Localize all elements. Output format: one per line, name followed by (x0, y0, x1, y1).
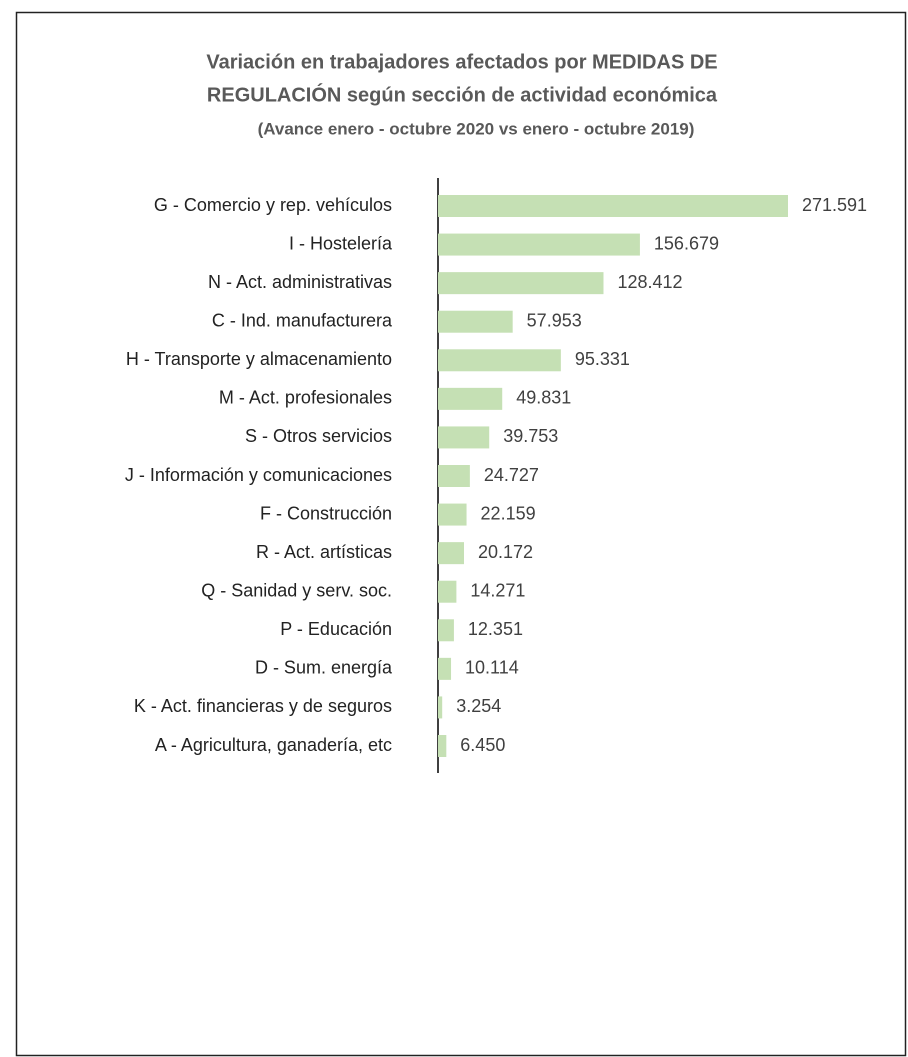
category-label: K - Act. financieras y de seguros (134, 696, 392, 716)
value-label: 6.450 (460, 735, 505, 755)
value-label: 57.953 (527, 310, 582, 330)
bar (438, 503, 467, 526)
chart-subtitle: (Avance enero - octubre 2020 vs enero - … (258, 119, 695, 138)
value-label: 271.591 (802, 195, 867, 215)
value-label: 22.159 (481, 503, 536, 523)
category-label: F - Construcción (260, 503, 392, 523)
value-label: 10.114 (465, 658, 519, 678)
category-label: S - Otros servicios (245, 426, 392, 446)
bar (438, 387, 503, 410)
bar (438, 272, 604, 295)
bar (438, 426, 490, 449)
category-label: M - Act. profesionales (219, 388, 392, 408)
value-label: 49.831 (516, 388, 571, 408)
bar (438, 542, 464, 565)
category-label: A - Agricultura, ganadería, etc (155, 735, 392, 755)
chart-title: REGULACIÓN según sección de actividad ec… (207, 82, 718, 106)
bar (438, 657, 452, 680)
value-label: 156.679 (654, 233, 719, 253)
category-label: I - Hostelería (289, 233, 393, 253)
category-label: P - Educación (280, 619, 392, 639)
bar (438, 195, 788, 217)
category-label: R - Act. artísticas (256, 542, 392, 562)
value-label: 12.351 (468, 619, 523, 639)
value-label: 128.412 (617, 272, 682, 292)
value-label: 3.254 (456, 696, 501, 716)
category-label: Q - Sanidad y serv. soc. (201, 580, 392, 600)
category-label: D - Sum. energía (255, 658, 393, 678)
category-label: C - Ind. manufacturera (212, 310, 393, 330)
chart-title: Variación en trabajadores afectados por … (206, 51, 717, 73)
value-label: 14.271 (470, 580, 525, 600)
category-label: N - Act. administrativas (208, 272, 392, 292)
bar (438, 233, 640, 256)
category-label: H - Transporte y almacenamiento (126, 349, 392, 369)
bar (438, 310, 513, 333)
value-label: 20.172 (478, 542, 533, 562)
chart-frame (15, 11, 907, 1057)
value-label: 24.727 (484, 465, 539, 485)
value-label: 95.331 (575, 349, 630, 369)
bar (438, 465, 470, 487)
bar (438, 735, 447, 757)
bar (438, 696, 443, 719)
bar (438, 349, 561, 372)
category-label: G - Comercio y rep. vehículos (154, 195, 392, 215)
value-label: 39.753 (503, 426, 558, 446)
category-label: J - Información y comunicaciones (125, 465, 392, 485)
bar (438, 619, 454, 642)
bar (438, 580, 457, 603)
